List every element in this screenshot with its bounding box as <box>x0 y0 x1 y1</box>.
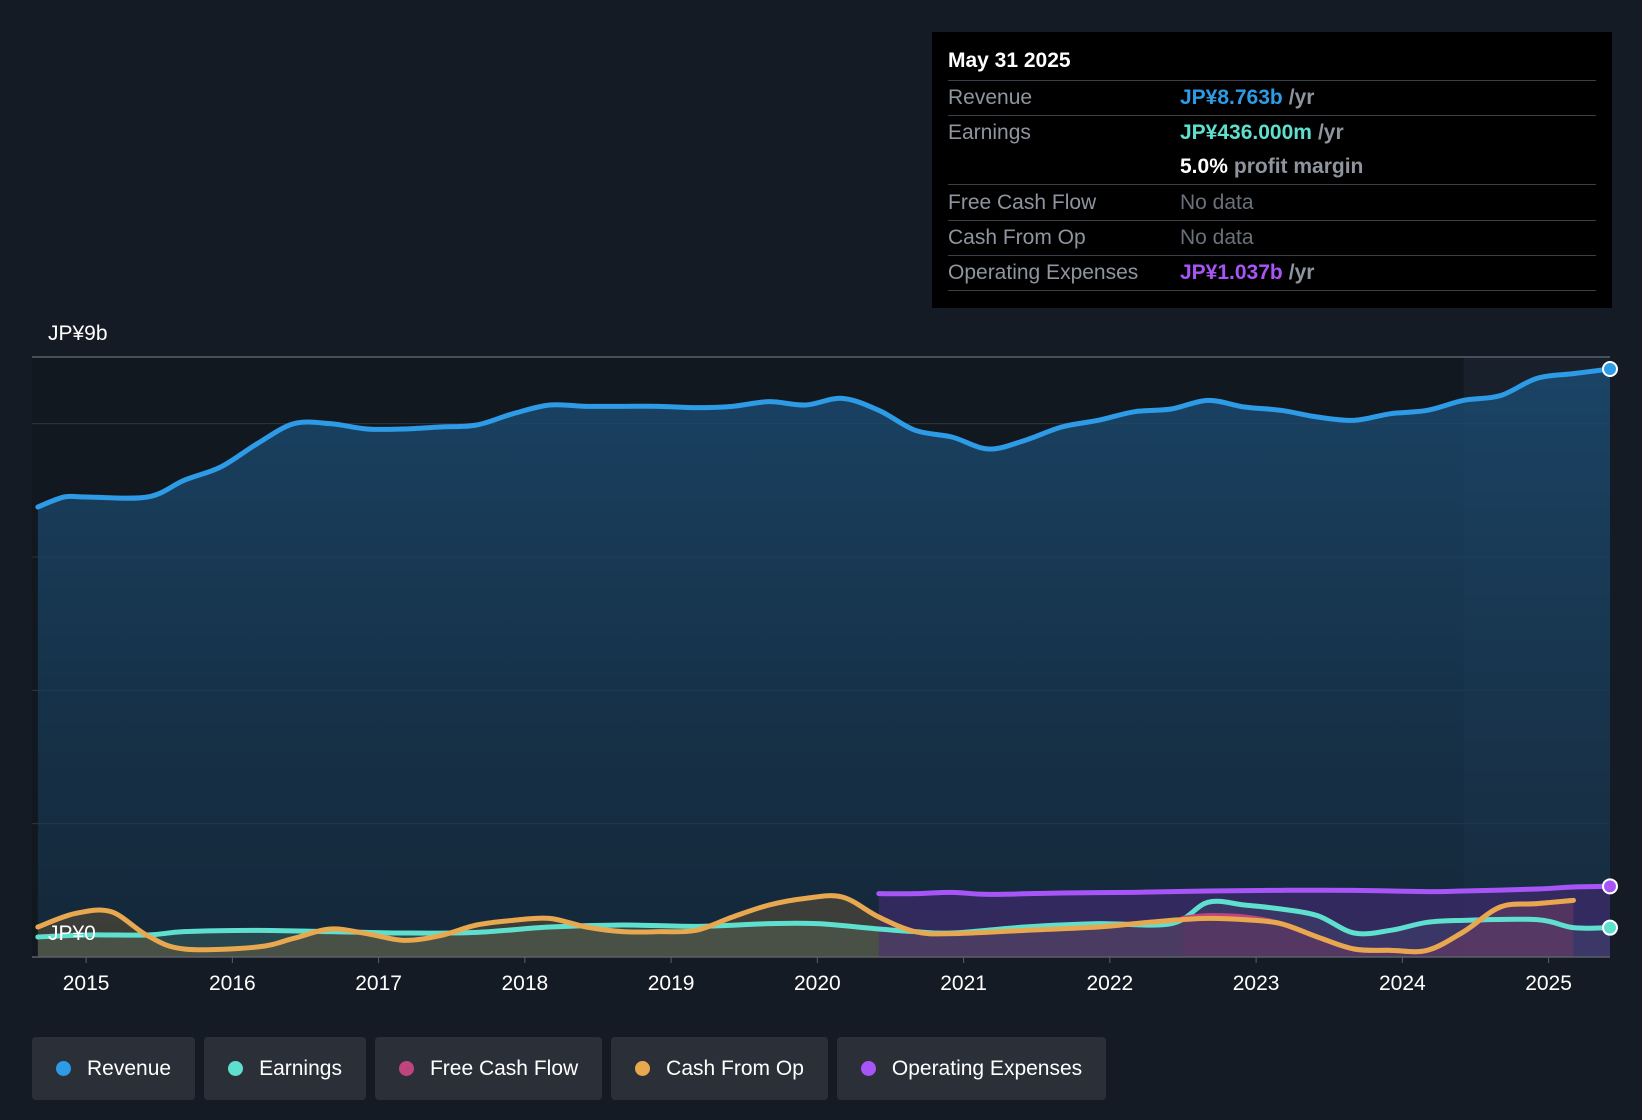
tooltip-unit: /yr <box>1317 121 1344 144</box>
earnings-end-marker <box>1602 919 1618 936</box>
legend-item-revenue[interactable]: Revenue <box>32 1037 196 1100</box>
x-tick-label: 2015 <box>63 972 110 995</box>
x-tick-label: 2020 <box>794 972 841 995</box>
legend-item-free-cash-flow[interactable]: Free Cash Flow <box>374 1037 603 1100</box>
tooltip-value: JP¥8.763b <box>1180 86 1283 109</box>
tooltip-label: Free Cash Flow <box>948 190 1097 214</box>
tooltip-label: Revenue <box>948 86 1033 109</box>
x-tick-label: 2021 <box>940 972 987 995</box>
x-tick-label: 2022 <box>1086 972 1133 995</box>
legend-label: Revenue <box>87 1056 172 1080</box>
tooltip-row-opex: Operating Expenses JP¥1.037b /yr <box>948 255 1596 291</box>
tooltip-label: Cash From Op <box>948 226 1086 249</box>
tooltip-value: No data <box>1180 190 1254 214</box>
operating-expenses-line <box>876 883 1613 897</box>
x-tick-label: 2019 <box>648 972 695 995</box>
legend-dot-icon <box>228 1061 244 1076</box>
legend-item-operating-expenses[interactable]: Operating Expenses <box>836 1037 1107 1100</box>
y-axis-bottom-label: JP¥0 <box>48 922 96 945</box>
legend-dot-icon <box>860 1061 876 1076</box>
legend-item-earnings[interactable]: Earnings <box>204 1037 366 1100</box>
x-tick-label: 2017 <box>355 972 402 995</box>
tooltip-row-cfo: Cash From Op No data <box>948 220 1596 255</box>
tooltip-unit: /yr <box>1288 261 1315 284</box>
legend-label: Cash From Op <box>666 1056 804 1080</box>
revenue-end-marker <box>1602 361 1618 377</box>
tooltip-value: No data <box>1180 226 1254 249</box>
revenue-area <box>37 369 1611 957</box>
tooltip-value: JP¥436.000m <box>1180 121 1312 144</box>
legend-dot-icon <box>56 1061 71 1076</box>
x-tick-label: 2024 <box>1379 972 1426 995</box>
tooltip-label: Operating Expenses <box>948 261 1139 284</box>
tooltip-row-fcf: Free Cash Flow No data <box>948 184 1596 220</box>
tooltip-date: May 31 2025 <box>948 49 1071 72</box>
legend: Revenue Earnings Free Cash Flow Cash Fro… <box>32 1037 1107 1100</box>
legend-dot-icon <box>398 1061 414 1076</box>
operating-expenses-end-marker <box>1602 878 1618 895</box>
tooltip-panel: May 31 2025 Revenue JP¥8.763b /yr Earnin… <box>932 32 1612 308</box>
x-tick-label: 2016 <box>209 972 256 995</box>
legend-label: Free Cash Flow <box>429 1056 579 1080</box>
y-axis-top-label: JP¥9b <box>48 322 108 345</box>
tooltip-row-earnings: Earnings JP¥436.000m /yr <box>948 115 1596 150</box>
x-tick-label: 2018 <box>501 972 548 995</box>
x-tick-label: 2025 <box>1525 972 1572 995</box>
tooltip-unit: profit margin <box>1233 155 1364 178</box>
revenue-line <box>35 366 1613 510</box>
legend-item-cash-from-op[interactable]: Cash From Op <box>611 1037 828 1100</box>
tooltip-value: 5.0% <box>1180 155 1228 178</box>
tooltip-row-revenue: Revenue JP¥8.763b /yr <box>948 80 1596 115</box>
tooltip-value: JP¥1.037b <box>1180 261 1283 284</box>
cash-from-op-line <box>35 893 1576 955</box>
x-tick-label: 2023 <box>1233 972 1280 995</box>
legend-dot-icon <box>635 1061 651 1076</box>
tooltip-unit: /yr <box>1288 86 1315 109</box>
tooltip-label: Earnings <box>948 121 1031 144</box>
tooltip-row-margin: 5.0% profit margin <box>948 150 1596 184</box>
legend-label: Earnings <box>259 1056 342 1080</box>
legend-label: Operating Expenses <box>891 1056 1083 1080</box>
